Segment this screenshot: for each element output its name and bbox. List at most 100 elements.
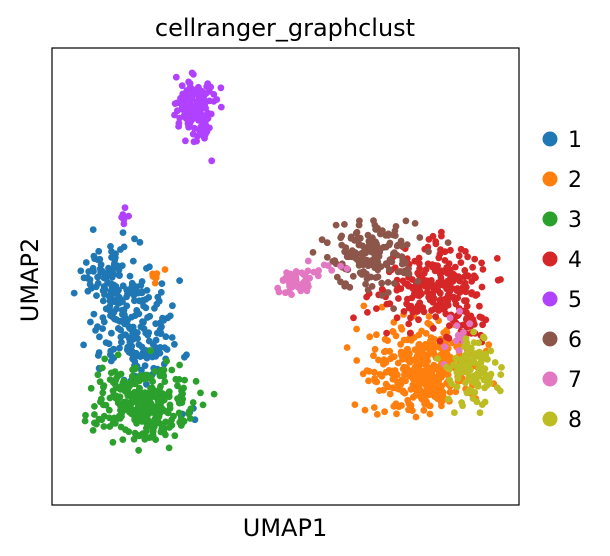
data-point xyxy=(90,310,98,318)
data-point xyxy=(451,409,458,416)
data-point xyxy=(157,288,165,296)
legend-label: 5 xyxy=(568,288,582,313)
data-point xyxy=(337,262,344,270)
data-point xyxy=(370,352,377,360)
data-point xyxy=(323,239,331,247)
data-point xyxy=(450,361,458,369)
data-point xyxy=(176,361,184,369)
data-point xyxy=(386,300,394,307)
data-point xyxy=(405,400,413,407)
data-point xyxy=(371,221,379,229)
legend-marker xyxy=(542,411,558,427)
series-cluster-6 xyxy=(309,217,452,312)
data-point xyxy=(393,410,400,418)
data-point xyxy=(384,289,392,296)
data-point xyxy=(405,320,413,328)
data-point xyxy=(115,295,123,302)
data-point xyxy=(164,409,172,417)
data-point xyxy=(178,100,186,108)
data-point xyxy=(105,340,113,348)
data-point xyxy=(138,298,146,306)
data-point xyxy=(97,398,104,406)
data-point xyxy=(497,276,504,283)
data-point xyxy=(370,368,378,376)
data-point xyxy=(199,401,207,409)
data-point xyxy=(461,279,469,287)
data-point xyxy=(416,234,424,241)
data-point xyxy=(482,316,490,324)
data-point xyxy=(100,423,108,430)
data-point xyxy=(139,352,146,360)
data-point xyxy=(100,383,107,391)
data-point xyxy=(111,368,119,375)
data-point xyxy=(416,366,424,374)
data-point xyxy=(123,286,131,294)
data-point xyxy=(403,365,411,372)
data-point xyxy=(397,324,405,331)
data-point xyxy=(130,287,137,295)
data-point xyxy=(441,343,449,351)
data-point xyxy=(177,392,185,400)
data-point xyxy=(360,302,368,310)
data-point xyxy=(394,359,402,367)
data-point xyxy=(480,334,488,342)
data-point xyxy=(481,398,489,406)
data-point xyxy=(161,378,169,385)
data-point xyxy=(137,416,144,424)
data-point xyxy=(386,256,394,263)
data-point xyxy=(155,349,163,357)
data-point xyxy=(153,300,161,308)
data-point xyxy=(80,274,88,282)
data-point xyxy=(459,321,467,329)
data-point xyxy=(102,401,110,409)
data-point xyxy=(374,273,382,281)
data-point xyxy=(114,351,122,359)
data-point xyxy=(484,355,491,363)
legend-label: 3 xyxy=(568,208,582,233)
data-point xyxy=(172,375,180,383)
data-point xyxy=(113,374,121,382)
data-point xyxy=(191,124,198,132)
data-point xyxy=(415,260,423,267)
data-point xyxy=(454,294,462,302)
data-point xyxy=(346,283,354,291)
data-point xyxy=(420,308,428,316)
data-point xyxy=(356,241,363,249)
data-point xyxy=(390,353,398,361)
legend-item-3: 3 xyxy=(542,208,582,233)
data-point xyxy=(123,346,131,354)
data-point xyxy=(134,375,141,382)
data-point xyxy=(169,302,176,310)
data-point xyxy=(380,356,388,363)
data-point xyxy=(318,236,326,244)
data-point xyxy=(411,220,419,227)
data-point xyxy=(309,249,317,256)
data-point xyxy=(134,408,142,416)
data-point xyxy=(99,389,107,397)
data-point xyxy=(95,247,103,255)
data-point xyxy=(407,314,414,322)
data-point xyxy=(163,357,171,365)
data-point xyxy=(89,427,97,434)
data-point xyxy=(178,82,186,90)
data-point xyxy=(378,292,386,299)
data-point xyxy=(498,364,505,371)
data-point xyxy=(373,305,380,312)
data-point xyxy=(391,280,398,287)
data-point xyxy=(429,325,437,332)
data-point xyxy=(361,245,368,252)
data-point xyxy=(438,228,445,236)
data-point xyxy=(195,83,202,91)
data-point xyxy=(394,268,402,276)
data-point xyxy=(82,411,89,419)
data-point xyxy=(436,337,444,345)
data-point xyxy=(162,333,170,341)
data-point xyxy=(194,108,202,116)
data-point xyxy=(476,368,483,375)
data-point xyxy=(140,318,147,326)
data-point xyxy=(418,327,425,335)
legend-marker xyxy=(542,171,558,187)
data-point xyxy=(395,295,402,302)
data-point xyxy=(462,288,470,296)
data-point xyxy=(462,248,469,255)
